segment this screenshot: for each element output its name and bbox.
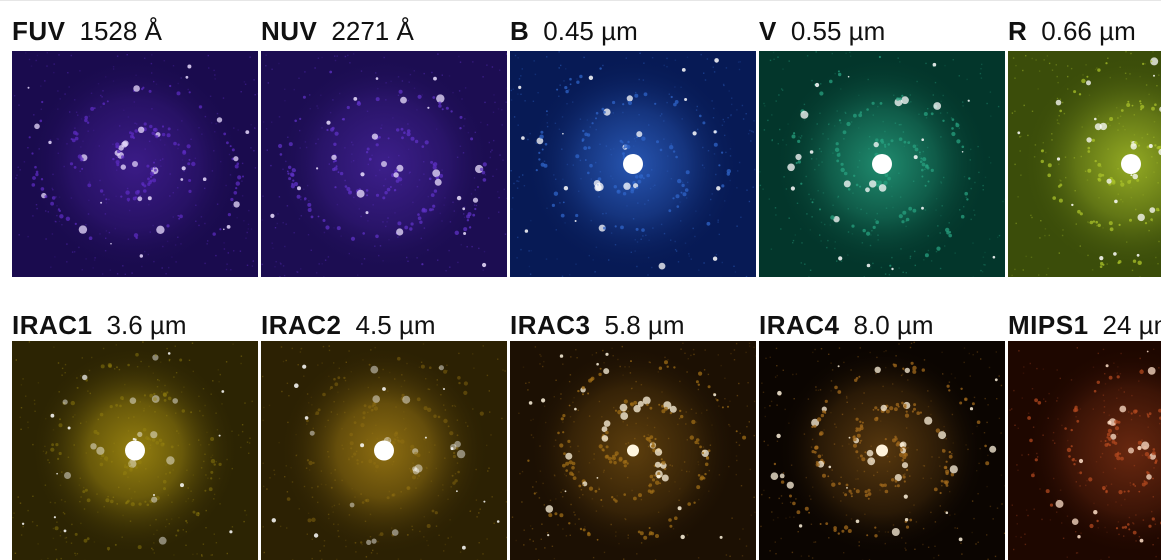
galaxy-image [1008,51,1161,277]
galaxy-nucleus [381,161,387,167]
galaxy-nucleus [627,444,639,457]
band-wavelength: 2271 Å [331,16,414,46]
panel-r: R 0.66 µm [1008,0,1161,300]
galaxy-image [510,51,756,277]
band-name: IRAC2 [261,310,342,340]
panel-mips1: MIPS1 24 µm [1008,300,1161,560]
galaxy-nucleus [125,440,145,461]
galaxy-image [510,341,756,560]
panel-label: FUV 1528 Å [12,18,272,70]
galaxy-nucleus [1128,447,1134,454]
panel-label: NUV 2271 Å [261,18,521,70]
band-wavelength: 1528 Å [79,16,162,46]
galaxy-nucleus [872,154,892,174]
galaxy-halo [1022,55,1161,273]
galaxy-render [510,341,756,560]
galaxy-nucleus [132,161,138,167]
band-wavelength: 24 µm [1102,310,1161,340]
galaxy-image [1008,341,1161,560]
panel-label: IRAC1 3.6 µm [12,312,272,364]
band-name: B [510,16,530,46]
galaxy-image [759,341,1005,560]
galaxy-render [1008,51,1161,277]
band-wavelength: 0.55 µm [790,16,886,46]
galaxy-nucleus [876,444,888,457]
galaxy-render [261,51,507,277]
band-wavelength: 0.66 µm [1041,16,1136,46]
galaxy-image [261,51,507,277]
panel-label: IRAC2 4.5 µm [261,312,521,364]
band-name: IRAC1 [12,310,93,340]
band-name: IRAC4 [759,310,840,340]
galaxy-nucleus [374,440,394,461]
galaxy-image [12,341,258,560]
band-name: V [759,16,777,46]
galaxy-render [510,51,756,277]
galaxy-render [261,341,507,560]
band-name: FUV [12,16,66,46]
band-wavelength: 3.6 µm [106,310,187,340]
galaxy-image [759,51,1005,277]
band-name: R [1008,16,1028,46]
galaxy-render [1008,341,1161,560]
panel-label: V 0.55 µm [759,18,1019,70]
galaxy-nucleus [623,154,643,174]
galaxy-render [759,51,1005,277]
panel-label: MIPS1 24 µm [1008,312,1161,364]
panel-label: IRAC3 5.8 µm [510,312,770,364]
band-wavelength: 4.5 µm [355,310,436,340]
galaxy-render [12,341,258,560]
band-wavelength: 8.0 µm [853,310,934,340]
top-divider [0,0,1161,1]
band-name: MIPS1 [1008,310,1089,340]
galaxy-image [261,341,507,560]
band-wavelength: 5.8 µm [604,310,685,340]
panel-label: R 0.66 µm [1008,18,1161,70]
galaxy-render [759,341,1005,560]
galaxy-nucleus [1121,154,1141,174]
band-name: NUV [261,16,318,46]
band-wavelength: 0.45 µm [543,16,638,46]
panel-label: B 0.45 µm [510,18,770,70]
panel-label: IRAC4 8.0 µm [759,312,1019,364]
galaxy-image [12,51,258,277]
galaxy-render [12,51,258,277]
band-name: IRAC3 [510,310,591,340]
